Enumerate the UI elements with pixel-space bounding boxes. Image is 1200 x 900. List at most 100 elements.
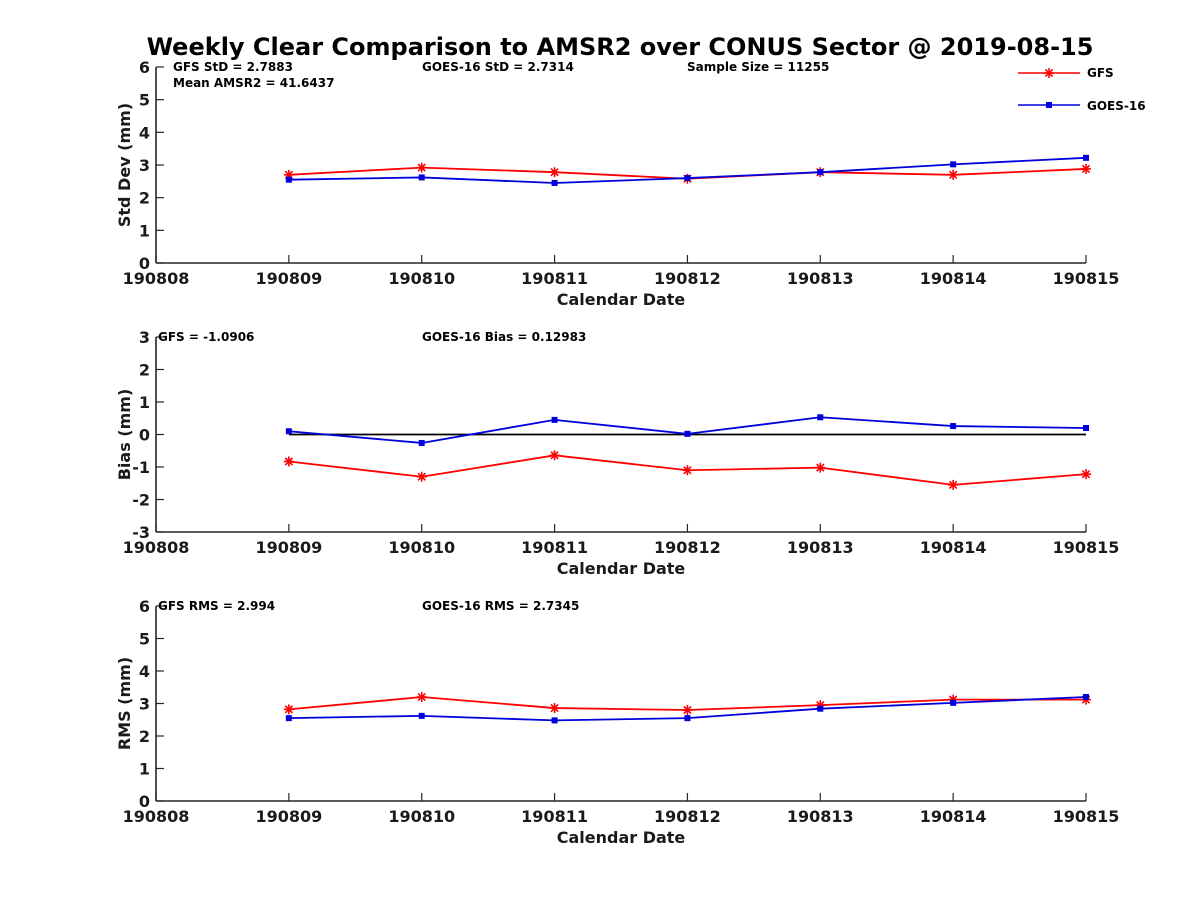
- rms-y-tick-label: 4: [139, 662, 150, 681]
- stddev-x-tick-label: 190811: [521, 269, 588, 288]
- stddev-y-tick-label: 0: [139, 254, 150, 273]
- rms-x-tick-label: 190810: [388, 807, 455, 826]
- legend: GFS GOES-16: [1018, 66, 1146, 113]
- stddev-gfs-point: [416, 162, 427, 173]
- stddev-series-goes: [285, 154, 1089, 186]
- bias-gfs-point: [1081, 469, 1091, 480]
- panels: 0 1 2 3 4 5 6 190808 190809 190810 190811 190812 190…: [115, 58, 1119, 847]
- bias-goes-point: [551, 416, 558, 423]
- stddev-goes-point: [684, 175, 691, 182]
- panel-rms: 0 1 2 3 4 5 6 190808 190809 190810 190811 190812 190…: [115, 597, 1119, 847]
- stddev-goes-point: [950, 161, 957, 168]
- stddev-x-axis-label: Calendar Date: [557, 290, 686, 309]
- bias-y-tick-label: 0: [139, 426, 150, 445]
- rms-y-axis-label: RMS (mm): [115, 657, 134, 750]
- rms-y-tick-label: 1: [139, 760, 150, 779]
- rms-y-tick-label: 3: [139, 695, 150, 714]
- bias-gfs-point: [283, 456, 294, 467]
- bias-y-tick-label: -1: [132, 458, 150, 477]
- bias-goes-point: [285, 428, 292, 435]
- stddev-y-tick-label: 3: [139, 156, 150, 175]
- rms-gfs-point: [549, 703, 560, 714]
- rms-y-tick-label: 0: [139, 792, 150, 811]
- rms-series-gfs: [283, 692, 1091, 715]
- rms-x-tick-label: 190812: [654, 807, 721, 826]
- stddev-goes-point: [817, 169, 824, 176]
- rms-x-tick-label: 190809: [255, 807, 322, 826]
- bias-goes-point: [1083, 425, 1089, 431]
- stddev-y-tick-label: 5: [139, 91, 150, 110]
- stddev-y-axis-label: Std Dev (mm): [115, 103, 134, 227]
- stddev-goes-point: [418, 174, 425, 181]
- bias-goes-line: [288, 416, 1087, 444]
- bias-x-tick-label: 190815: [1053, 538, 1120, 557]
- sample-size-annotation: Sample Size = 11255: [687, 60, 829, 74]
- bias-x-tick-label: 190809: [255, 538, 322, 557]
- rms-goes-point: [950, 699, 957, 706]
- bias-gfs-point: [416, 471, 427, 482]
- bias-y-tick-label: 2: [139, 361, 150, 380]
- bias-x-tick-label: 190813: [787, 538, 854, 557]
- rms-gfs-point: [416, 692, 427, 702]
- rms-x-tick-label: 190813: [787, 807, 854, 826]
- rms-goes-point: [285, 715, 292, 722]
- legend-goes-marker: [1046, 102, 1052, 108]
- stddev-goes-point: [1083, 154, 1089, 161]
- stddev-gfs-point: [948, 169, 959, 180]
- stddev-gfs-point: [1081, 163, 1091, 174]
- panel-bias: -3 -2 -1 0 1 2 3 190808 190809 190810 190811 190812…: [115, 328, 1119, 578]
- rms-goes-point: [551, 717, 558, 724]
- goes-rms-annotation: GOES-16 RMS = 2.7345: [422, 599, 579, 613]
- bias-gfs-point: [815, 462, 826, 473]
- rms-goes-point: [684, 715, 691, 722]
- bias-y-axis-label: Bias (mm): [115, 389, 134, 481]
- legend-goes-label: GOES-16: [1087, 99, 1146, 113]
- stddev-x-tick-label: 190808: [123, 269, 190, 288]
- bias-x-tick-label: 190814: [920, 538, 987, 557]
- legend-entry-goes: GOES-16: [1018, 99, 1146, 113]
- bias-gfs-point: [948, 479, 959, 490]
- bias-goes-point: [817, 414, 824, 421]
- chart-title: Weekly Clear Comparison to AMSR2 over CO…: [147, 33, 1094, 61]
- gfs-rms-annotation: GFS RMS = 2.994: [158, 599, 275, 613]
- bias-x-tick-label: 190811: [521, 538, 588, 557]
- bias-x-axis-label: Calendar Date: [557, 559, 686, 578]
- bias-goes-point: [418, 439, 425, 446]
- rms-x-tick-label: 190811: [521, 807, 588, 826]
- stddev-y-tick-label: 4: [139, 123, 150, 142]
- stddev-x-tick-label: 190814: [920, 269, 987, 288]
- stddev-x-tick-label: 190812: [654, 269, 721, 288]
- stddev-y-tick-label: 1: [139, 221, 150, 240]
- bias-series-goes: [285, 414, 1089, 446]
- panel-stddev: 0 1 2 3 4 5 6 190808 190809 190810 190811 190812 190…: [115, 58, 1119, 309]
- rms-gfs-point: [682, 705, 693, 715]
- goes-std-annotation: GOES-16 StD = 2.7314: [422, 60, 574, 74]
- rms-goes-point: [418, 712, 425, 719]
- stddev-goes-point: [285, 176, 292, 183]
- stddev-x-tick-label: 190809: [255, 269, 322, 288]
- bias-goes-point: [684, 430, 691, 437]
- bias-gfs-point: [682, 465, 693, 476]
- stddev-x-tick-label: 190815: [1053, 269, 1120, 288]
- rms-x-tick-label: 190808: [123, 807, 190, 826]
- bias-x-tick-label: 190810: [388, 538, 455, 557]
- goes-bias-annotation: GOES-16 Bias = 0.12983: [422, 330, 586, 344]
- stddev-y-tick-label: 2: [139, 189, 150, 208]
- stddev-x-tick-label: 190813: [787, 269, 854, 288]
- rms-goes-point: [1083, 694, 1089, 700]
- bias-y-tick-label: -3: [132, 523, 150, 542]
- bias-goes-point: [950, 423, 957, 430]
- rms-gfs-point: [283, 704, 294, 715]
- legend-gfs-label: GFS: [1087, 66, 1114, 80]
- rms-y-tick-label: 5: [139, 630, 150, 649]
- stddev-y-tick-label: 6: [139, 58, 150, 77]
- bias-series-gfs: [283, 450, 1091, 490]
- rms-y-tick-label: 2: [139, 727, 150, 746]
- bias-y-tick-label: 1: [139, 393, 150, 412]
- stddev-x-tick-label: 190810: [388, 269, 455, 288]
- bias-y-tick-label: -2: [132, 491, 150, 510]
- legend-gfs-marker: [1044, 68, 1054, 78]
- rms-y-tick-label: 6: [139, 597, 150, 616]
- rms-x-tick-label: 190815: [1053, 807, 1120, 826]
